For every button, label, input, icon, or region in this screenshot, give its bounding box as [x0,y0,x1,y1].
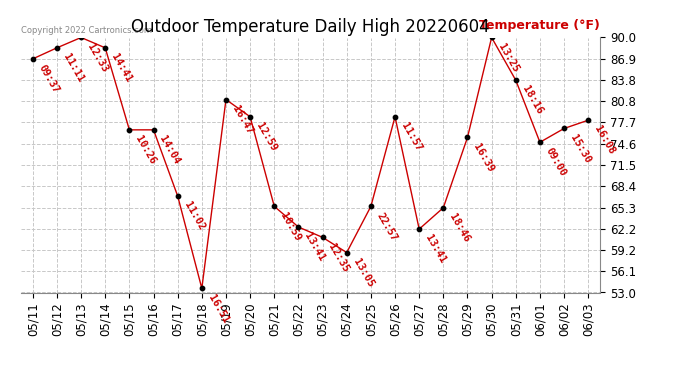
Text: 16:51: 16:51 [206,292,230,325]
Text: 16:47: 16:47 [230,104,255,136]
Text: 16:39: 16:39 [472,142,496,174]
Text: 18:16: 18:16 [520,84,544,117]
Point [268,203,279,209]
Text: Temperature (°F): Temperature (°F) [480,20,600,32]
Point [244,114,255,120]
Text: Copyright 2022 Cartronics.com: Copyright 2022 Cartronics.com [21,26,152,35]
Text: 10:59: 10:59 [279,210,303,243]
Point [389,114,400,120]
Text: 14:04: 14:04 [158,134,182,166]
Text: 13:05: 13:05 [351,257,375,289]
Point [124,127,135,133]
Point [99,45,110,51]
Text: 11:57: 11:57 [400,121,424,153]
Point [534,139,545,145]
Text: 13:25: 13:25 [496,42,520,74]
Point [196,285,207,291]
Point [582,117,593,123]
Point [220,96,231,102]
Point [172,193,183,199]
Text: 09:37: 09:37 [37,63,61,95]
Text: 10:26: 10:26 [134,134,158,166]
Point [341,249,352,255]
Point [293,224,304,230]
Point [462,134,473,140]
Text: 15:30: 15:30 [569,133,593,165]
Point [148,127,159,133]
Text: 12:59: 12:59 [255,121,279,153]
Point [510,77,521,83]
Title: Outdoor Temperature Daily High 20220604: Outdoor Temperature Daily High 20220604 [131,18,490,36]
Point [75,34,86,40]
Text: 12:35: 12:35 [327,242,351,274]
Point [486,34,497,40]
Text: 13:41: 13:41 [303,231,327,263]
Point [365,203,376,209]
Text: 12:33: 12:33 [86,42,110,74]
Text: 16:08: 16:08 [593,124,617,156]
Text: 11:11: 11:11 [61,52,86,84]
Point [413,226,424,232]
Point [437,205,448,211]
Text: 14:41: 14:41 [110,52,134,84]
Point [317,234,328,240]
Text: 22:57: 22:57 [375,210,400,243]
Text: 13:41: 13:41 [424,233,448,266]
Point [28,56,39,62]
Text: 09:00: 09:00 [544,146,569,178]
Point [51,45,62,51]
Text: 18:46: 18:46 [448,212,472,244]
Text: 11:02: 11:02 [182,200,206,232]
Point [558,126,569,132]
